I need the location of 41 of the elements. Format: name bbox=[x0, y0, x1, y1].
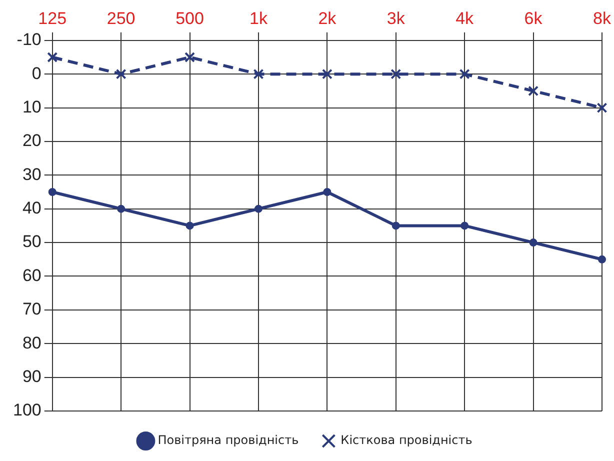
x-tick-label: 1k bbox=[249, 8, 268, 28]
point bbox=[184, 52, 196, 62]
y-tick-label: 40 bbox=[22, 198, 42, 218]
y-tick-label: -10 bbox=[16, 30, 42, 50]
point bbox=[322, 68, 332, 80]
point bbox=[529, 238, 538, 247]
y-tick-label: 70 bbox=[22, 300, 42, 319]
point bbox=[596, 102, 608, 114]
point bbox=[116, 68, 126, 80]
x-tick-label: 4k bbox=[456, 8, 474, 28]
y-tick-label: 90 bbox=[22, 366, 42, 386]
x-tick-label: 500 bbox=[176, 8, 204, 28]
x-tick-label: 3k bbox=[386, 8, 406, 28]
legend-label: Повітряна провідність bbox=[158, 433, 299, 448]
point bbox=[392, 222, 400, 230]
y-tick-label: 80 bbox=[22, 333, 42, 352]
point bbox=[117, 204, 126, 213]
point bbox=[186, 222, 194, 230]
point bbox=[47, 52, 58, 62]
legend-label: Кісткова провідність bbox=[340, 433, 472, 448]
x-tick-label: 2k bbox=[318, 8, 337, 28]
x-tick-label: 6k bbox=[524, 8, 543, 28]
point bbox=[323, 188, 332, 196]
x-tick-label: 125 bbox=[38, 8, 67, 28]
y-tick-label: 30 bbox=[22, 164, 42, 184]
point bbox=[598, 255, 606, 264]
point bbox=[254, 204, 262, 213]
point bbox=[460, 222, 469, 230]
y-tick-label: 60 bbox=[22, 266, 42, 285]
point bbox=[390, 68, 402, 80]
point bbox=[48, 188, 56, 196]
x-tick-label: 250 bbox=[106, 8, 136, 28]
y-tick-label: 50 bbox=[22, 232, 42, 252]
y-tick-label: 20 bbox=[22, 131, 42, 150]
point bbox=[253, 68, 264, 80]
point bbox=[459, 68, 470, 80]
x-tick-label: 8k bbox=[593, 8, 612, 28]
y-tick-label: 100 bbox=[12, 400, 42, 420]
y-tick-label: 0 bbox=[32, 64, 42, 83]
point bbox=[528, 86, 539, 96]
y-tick-label: 10 bbox=[22, 97, 42, 116]
